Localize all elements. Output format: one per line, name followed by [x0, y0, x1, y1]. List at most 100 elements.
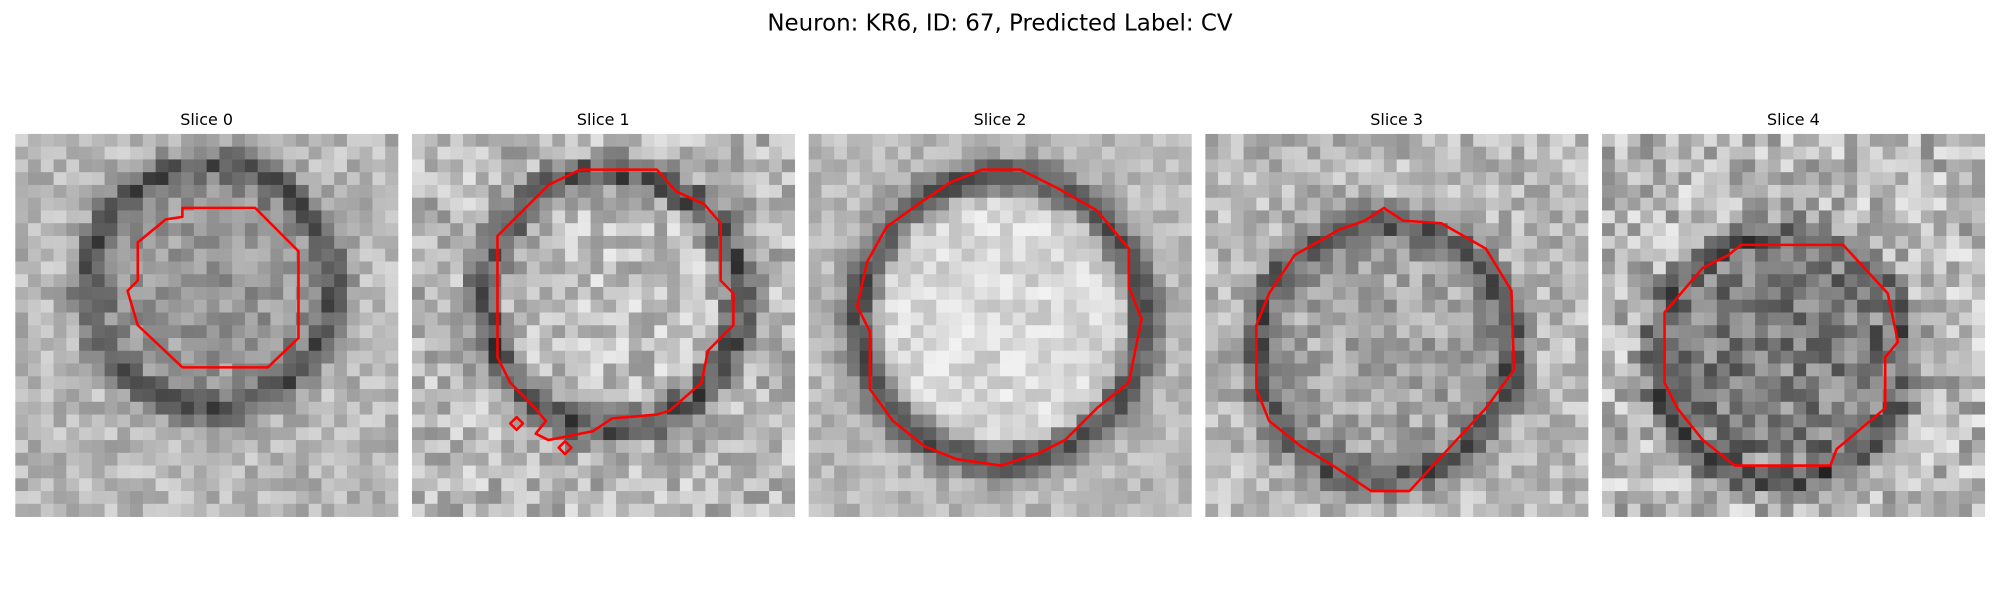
pixel: [846, 261, 861, 275]
pixel: [321, 363, 335, 377]
pixel: [1127, 414, 1141, 428]
pixel: [910, 210, 924, 224]
pixel: [1447, 478, 1461, 492]
pixel: [424, 325, 438, 339]
pixel: [1332, 197, 1347, 211]
pixel: [1089, 286, 1103, 301]
pixel: [15, 261, 29, 275]
pixel: [1857, 274, 1871, 288]
pixel: [577, 261, 591, 275]
pixel: [526, 159, 540, 173]
pixel: [743, 325, 757, 339]
pixel: [1281, 503, 1296, 517]
pixel: [1230, 325, 1245, 339]
pixel: [1665, 325, 1679, 339]
pixel: [1549, 312, 1563, 326]
pixel: [1831, 210, 1845, 224]
pixel: [168, 184, 182, 199]
pixel: [1933, 401, 1947, 415]
pixel: [1051, 363, 1065, 377]
pixel: [1602, 465, 1616, 479]
pixel: [1575, 159, 1589, 173]
pixel: [1165, 401, 1179, 415]
pixel: [1102, 184, 1116, 199]
pixel: [53, 414, 67, 428]
pixel: [667, 363, 681, 377]
pixel: [104, 197, 118, 211]
pixel: [66, 465, 80, 479]
pixel: [756, 184, 770, 199]
pixel: [1473, 389, 1487, 403]
pixel: [1755, 235, 1769, 250]
pixel: [219, 452, 233, 466]
pixel: [1602, 223, 1616, 237]
pixel: [1549, 389, 1563, 403]
pixel: [1383, 452, 1398, 466]
pixel: [181, 286, 195, 301]
pixel: [79, 223, 93, 237]
pixel: [1691, 210, 1705, 224]
pixel: [1602, 363, 1616, 377]
pixel: [1869, 440, 1884, 454]
pixel: [616, 478, 630, 492]
pixel: [1818, 159, 1833, 173]
pixel: [308, 465, 322, 479]
pixel: [743, 452, 757, 466]
pixel: [193, 325, 208, 339]
pixel: [1971, 197, 1986, 211]
pixel: [1358, 299, 1372, 313]
pixel: [1371, 389, 1385, 403]
pixel: [1933, 452, 1947, 466]
pixel: [1025, 363, 1039, 377]
pixel: [948, 350, 963, 364]
pixel: [987, 235, 1001, 250]
pixel: [1831, 197, 1845, 211]
pixel: [1434, 465, 1449, 479]
pixel: [821, 414, 835, 428]
pixel: [1844, 465, 1858, 479]
pixel: [1933, 235, 1947, 250]
pixel: [1409, 286, 1423, 301]
pixel: [872, 197, 886, 211]
pixel: [142, 401, 156, 415]
pixel: [475, 338, 489, 352]
pixel: [40, 465, 54, 479]
pixel: [193, 363, 208, 377]
pixel: [1205, 465, 1219, 479]
pixel: [1165, 414, 1179, 428]
pixel: [321, 350, 335, 364]
pixel: [1332, 184, 1347, 199]
pixel: [756, 376, 770, 390]
pixel: [897, 376, 912, 390]
pixel: [359, 159, 373, 173]
pixel: [308, 376, 322, 390]
pixel: [1704, 223, 1718, 237]
pixel: [79, 376, 93, 390]
pixel: [936, 274, 950, 288]
pixel: [346, 440, 361, 454]
pixel: [1959, 401, 1973, 415]
pixel: [1165, 197, 1179, 211]
pixel: [1524, 440, 1538, 454]
pixel: [565, 159, 579, 173]
pixel: [1153, 197, 1167, 211]
pixel: [1857, 478, 1871, 492]
pixel: [1422, 184, 1436, 199]
pixel: [692, 414, 706, 428]
pixel: [155, 261, 169, 275]
pixel: [1332, 235, 1347, 250]
pixel: [628, 223, 642, 237]
pixel: [641, 184, 655, 199]
pixel: [1908, 491, 1922, 505]
pixel: [295, 491, 310, 505]
pixel: [1307, 503, 1321, 517]
pixel: [1358, 491, 1372, 505]
pixel: [372, 401, 386, 415]
pixel: [1653, 248, 1667, 262]
pixel: [193, 503, 208, 517]
pixel: [1000, 286, 1014, 301]
pixel: [769, 274, 783, 288]
pixel: [1294, 274, 1308, 288]
pixel: [897, 389, 912, 403]
pixel: [590, 184, 604, 199]
